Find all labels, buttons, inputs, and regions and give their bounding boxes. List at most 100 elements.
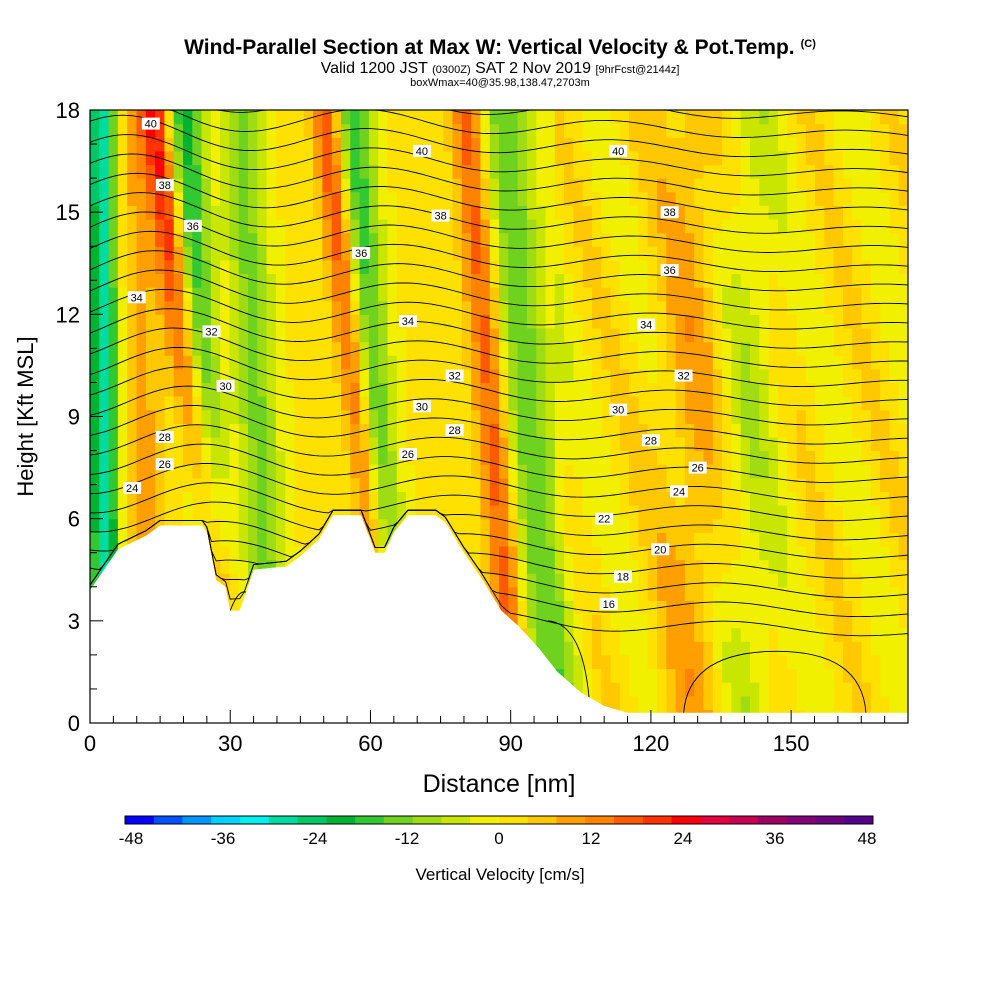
field-cell — [629, 328, 639, 343]
field-cell — [647, 491, 658, 506]
field-cell — [684, 246, 695, 261]
field-cell — [127, 450, 138, 465]
field-cell — [777, 518, 788, 533]
field-cell — [852, 423, 863, 438]
field-cell — [740, 477, 751, 492]
field-cell — [657, 518, 667, 533]
field-cell — [452, 532, 463, 547]
field-cell — [127, 191, 138, 206]
field-cell — [368, 382, 379, 397]
field-cell — [155, 477, 165, 492]
field-cell — [684, 273, 695, 288]
field-cell — [424, 368, 435, 383]
field-cell — [145, 409, 156, 424]
field-cell — [889, 545, 900, 561]
field-cell — [220, 409, 230, 424]
field-cell — [619, 137, 630, 152]
field-cell — [601, 396, 612, 411]
field-cell — [805, 328, 816, 343]
field-cell — [322, 191, 333, 206]
field-cell — [582, 178, 593, 193]
field-cell — [517, 137, 528, 152]
field-cell — [229, 178, 240, 193]
field-cell — [341, 314, 351, 329]
field-cell — [145, 219, 156, 234]
field-cell — [238, 464, 249, 479]
field-cell — [201, 246, 212, 261]
field-cell — [90, 178, 100, 193]
field-cell — [192, 205, 203, 220]
field-cell — [257, 341, 268, 356]
field-cell — [136, 518, 147, 533]
field-cell — [740, 450, 751, 465]
field-cell — [117, 164, 128, 179]
field-cell — [303, 491, 314, 506]
field-cell — [545, 464, 556, 479]
field-cell — [275, 559, 286, 574]
field-cell — [117, 423, 128, 438]
field-cell — [341, 450, 351, 465]
field-cell — [424, 232, 435, 247]
field-cell — [750, 409, 760, 424]
field-cell — [229, 219, 240, 234]
field-cell — [201, 300, 212, 315]
field-cell — [387, 205, 398, 220]
field-cell — [787, 314, 798, 329]
field-cell — [461, 328, 472, 343]
field-cell — [703, 123, 714, 138]
contour-label: 24 — [673, 486, 685, 498]
field-cell — [703, 341, 714, 356]
field-cell — [852, 259, 863, 274]
field-cell — [285, 423, 296, 438]
field-cell — [777, 355, 788, 370]
field-cell — [99, 314, 110, 329]
field-cell — [433, 328, 444, 343]
field-cell — [164, 300, 175, 315]
field-cell — [303, 464, 314, 479]
field-cell — [322, 150, 333, 166]
field-cell — [684, 341, 695, 356]
field-cell — [824, 328, 835, 343]
field-cell — [750, 545, 760, 561]
field-cell — [248, 382, 258, 397]
field-cell — [750, 695, 760, 710]
field-cell — [638, 559, 649, 574]
field-cell — [229, 368, 240, 383]
field-cell — [210, 505, 221, 520]
field-cell — [471, 396, 481, 411]
field-cell — [406, 409, 416, 424]
field-cell — [582, 300, 593, 315]
field-cell — [861, 273, 872, 288]
field-cell — [712, 246, 723, 261]
field-cell — [145, 137, 156, 152]
field-cell — [833, 491, 844, 506]
field-cell — [554, 545, 565, 561]
field-cell — [545, 600, 556, 615]
field-cell — [368, 341, 379, 356]
field-cell — [275, 137, 286, 152]
field-cell — [433, 164, 444, 179]
field-cell — [573, 450, 584, 465]
field-cell — [266, 464, 277, 479]
field-cell — [415, 273, 426, 288]
field-cell — [712, 559, 723, 574]
field-cell — [545, 436, 556, 452]
field-cell — [220, 573, 230, 588]
field-cell — [824, 232, 835, 247]
field-cell — [210, 477, 221, 492]
theta-contour — [90, 230, 908, 273]
field-cell — [852, 586, 863, 601]
field-cell — [545, 328, 556, 343]
field-cell — [889, 191, 900, 206]
field-cell — [573, 178, 584, 193]
field-cell — [424, 423, 435, 438]
field-cell — [517, 573, 528, 588]
field-cell — [815, 423, 825, 438]
field-cell — [378, 191, 389, 206]
field-cell — [629, 436, 639, 452]
field-cell — [796, 205, 807, 220]
field-cell — [257, 273, 268, 288]
field-cell — [545, 178, 556, 193]
field-cell — [322, 287, 333, 302]
field-cell — [471, 532, 481, 547]
